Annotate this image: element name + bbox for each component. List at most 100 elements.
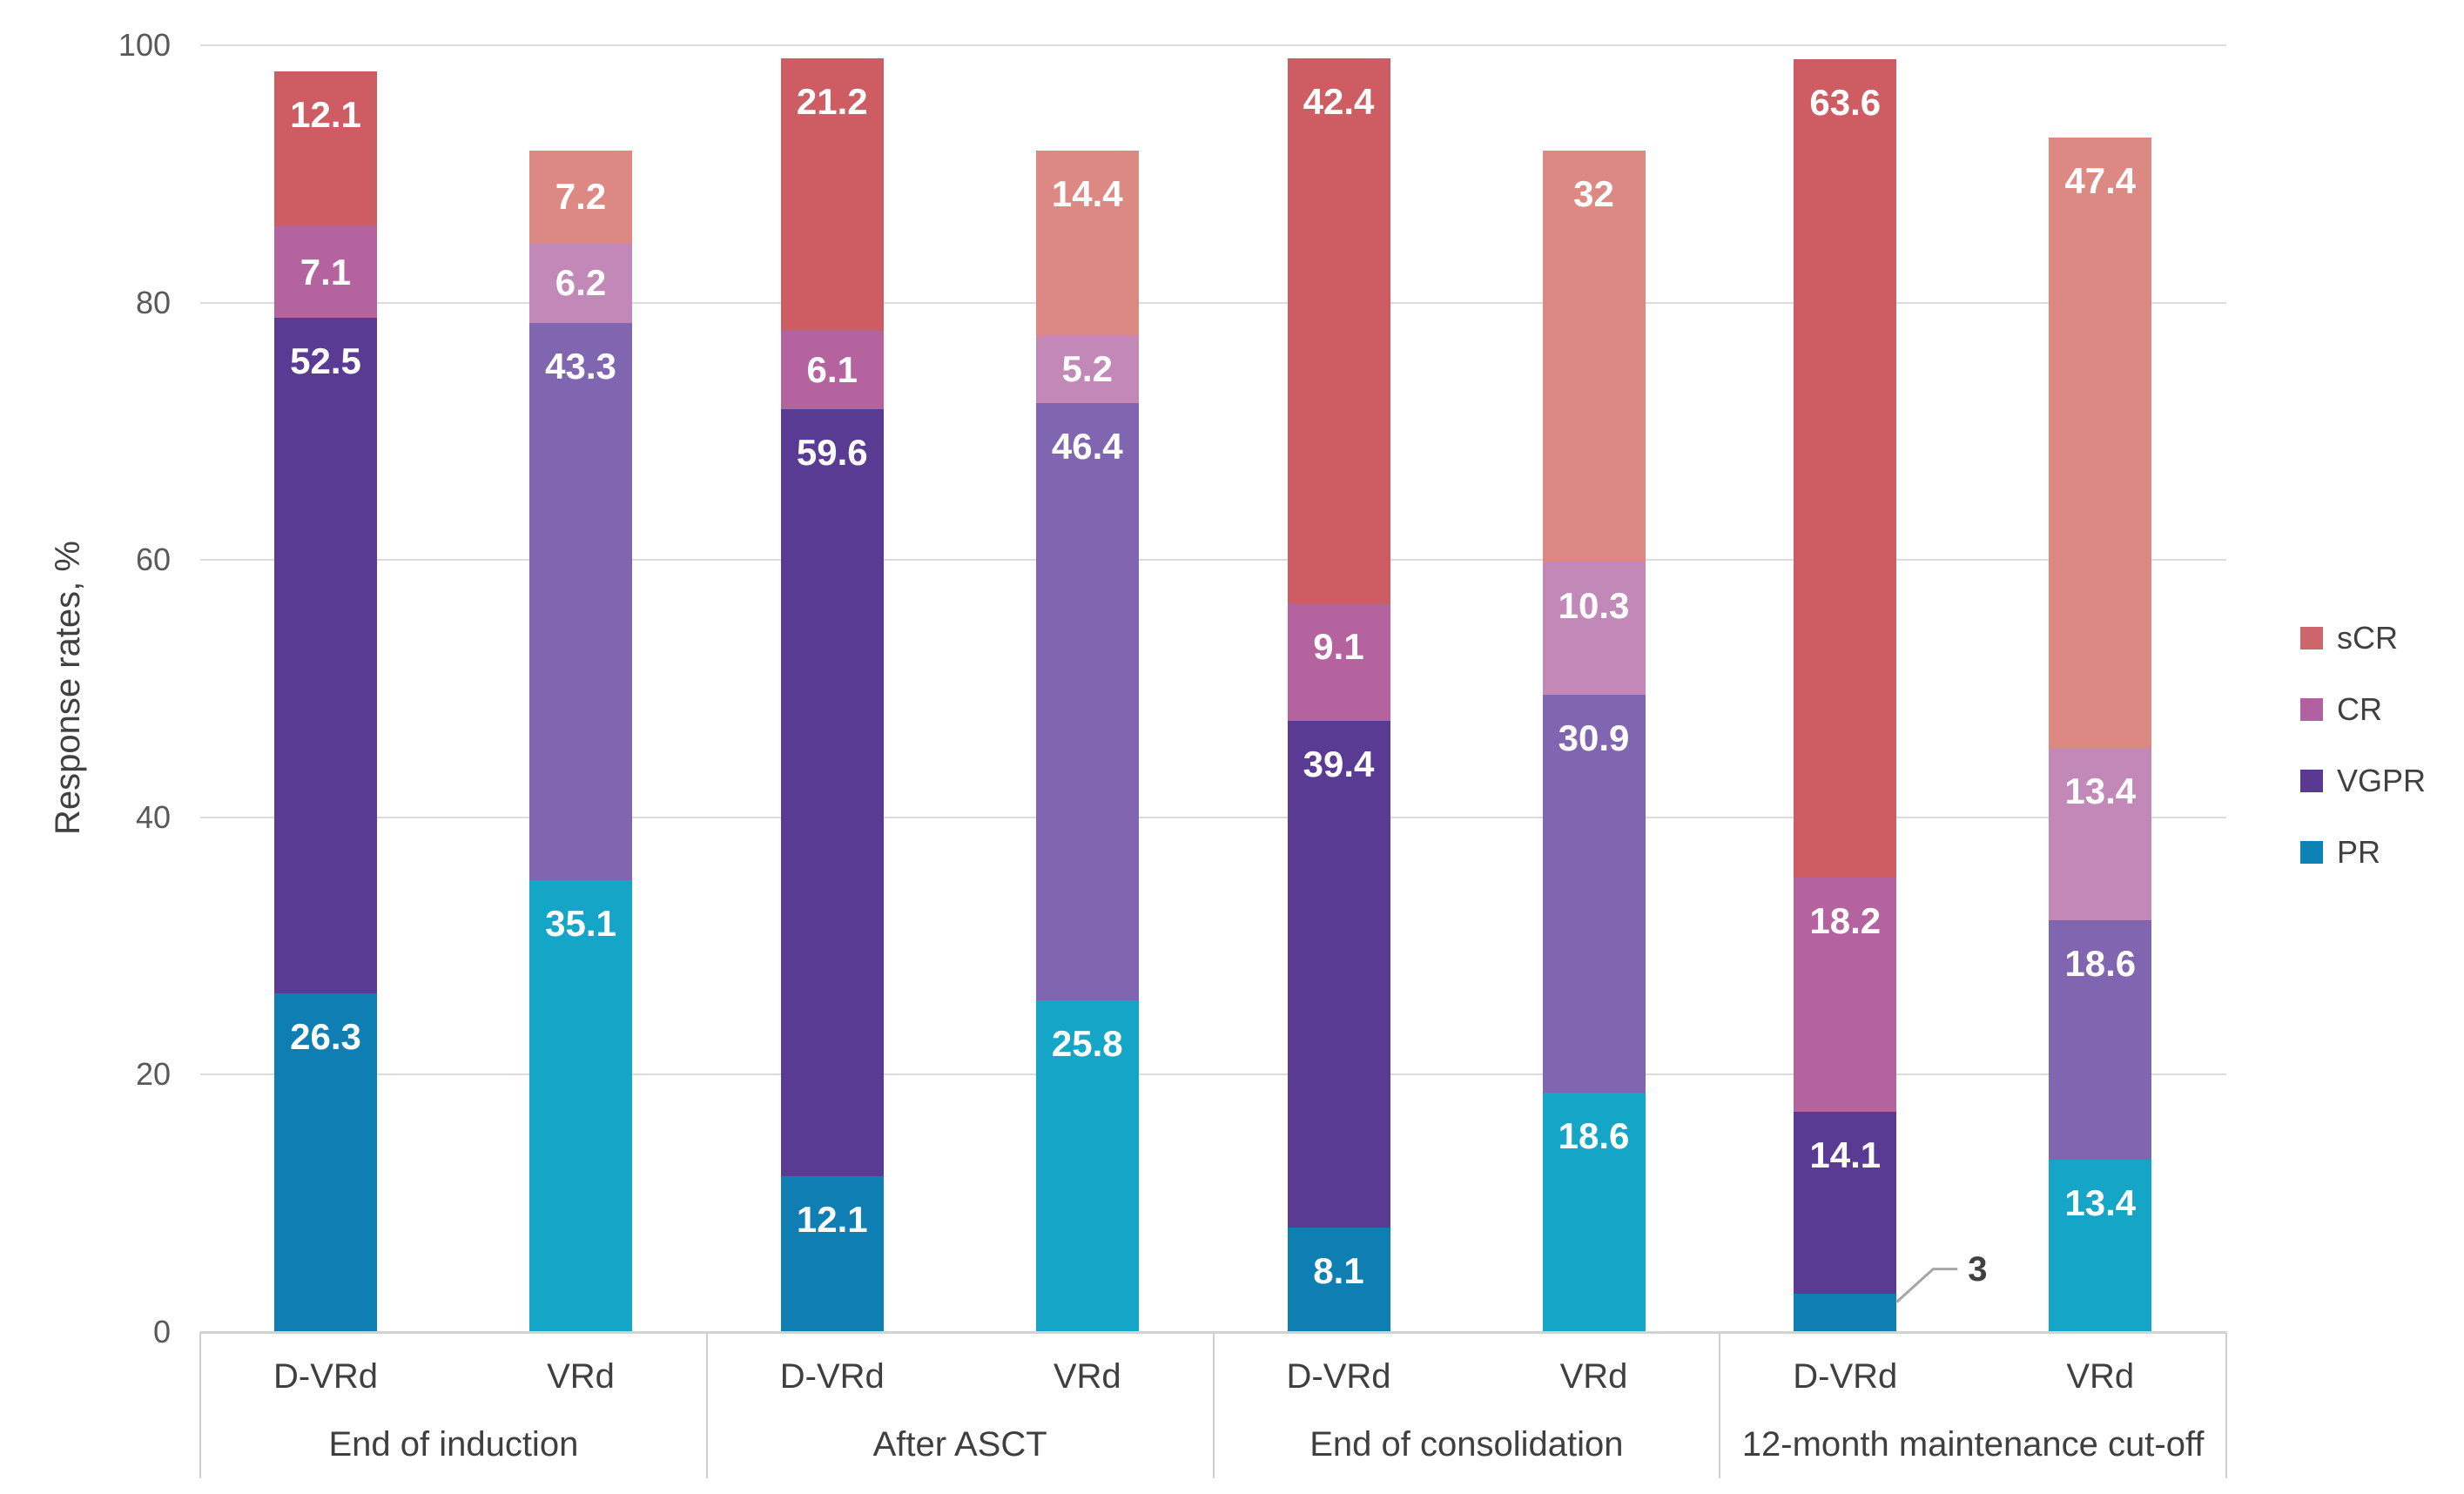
bar-segment-value-label: 6.1 xyxy=(806,349,858,391)
bar-segment-value-label: 10.3 xyxy=(1558,585,1630,627)
bar-segment-value-label: 9.1 xyxy=(1313,626,1364,668)
bar-segment-VGPR xyxy=(1794,1112,1897,1294)
bar-segment-VGPR xyxy=(274,318,377,994)
x-axis-bar-label: D-VRd xyxy=(273,1357,379,1396)
bar-segment-value-label: 13.4 xyxy=(2064,770,2137,811)
bar-segment-value-label-callout: 3 xyxy=(1968,1249,1988,1289)
bar-segment-PR xyxy=(1035,999,1139,1332)
bar-segment-value-label: 18.6 xyxy=(1558,1115,1630,1157)
bar-segment-value-label: 21.2 xyxy=(796,80,868,122)
bar-segment-sCR xyxy=(780,57,884,332)
bar-segment-value-label: 18.6 xyxy=(2064,943,2137,985)
category-separator xyxy=(2225,1332,2227,1478)
legend-swatch-icon xyxy=(2300,770,2323,792)
bar-segment-value-label: 7.1 xyxy=(300,251,352,293)
x-axis-bar-label: D-VRd xyxy=(779,1357,885,1396)
bar-segment-value-label: 59.6 xyxy=(796,432,868,474)
legend-swatch-icon xyxy=(2300,841,2323,864)
gridline xyxy=(200,301,2226,304)
bar-segment-CR xyxy=(1794,878,1897,1113)
bar-segment-value-label: 26.3 xyxy=(290,1016,361,1058)
bar-segment-sCR xyxy=(1794,59,1897,878)
category-separator xyxy=(1212,1332,1215,1478)
bar-segment-CR xyxy=(1542,562,1646,696)
bar-segment-sCR xyxy=(1035,151,1139,337)
bar-segment-VGPR xyxy=(2049,920,2152,1160)
bar-segment-value-label: 30.9 xyxy=(1558,717,1630,759)
bar-segment-PR xyxy=(1542,1093,1646,1332)
legend-item-CR: CR xyxy=(2300,688,2426,731)
y-axis-tick-label: 40 xyxy=(135,798,171,835)
x-axis-bar-label: VRd xyxy=(1053,1357,1121,1396)
x-axis-line xyxy=(200,1331,2226,1334)
legend-label: CR xyxy=(2337,691,2382,727)
legend-label: VGPR xyxy=(2337,763,2427,798)
bar-segment-value-label: 18.2 xyxy=(1809,900,1882,942)
bar-segment-value-label: 14.1 xyxy=(1809,1134,1882,1176)
bar-segment-PR xyxy=(780,1176,884,1332)
y-axis-tick-label: 80 xyxy=(135,284,171,320)
legend: sCR CR VGPR PR xyxy=(2300,616,2426,902)
bar-segment-VGPR xyxy=(1035,402,1139,1000)
bar-segment-value-label: 14.4 xyxy=(1051,173,1123,215)
bar-segment-value-label: 46.4 xyxy=(1051,425,1123,467)
bar-segment-value-label: 43.3 xyxy=(545,346,616,387)
gridline xyxy=(200,816,2226,818)
x-axis-bar-label: D-VRd xyxy=(1286,1357,1391,1396)
bar-segment-value-label: 63.6 xyxy=(1809,82,1882,124)
bar-segment-PR xyxy=(2049,1159,2152,1332)
bar-segment-CR xyxy=(529,243,632,324)
gridline xyxy=(200,559,2226,562)
bar-segment-value-label: 52.5 xyxy=(290,340,361,382)
bar-segment-CR xyxy=(274,226,377,319)
bar-segment-CR xyxy=(1287,603,1390,721)
x-axis-bar-label: VRd xyxy=(2066,1357,2135,1396)
bar-segment-value-label: 12.1 xyxy=(290,93,361,135)
legend-item-sCR: sCR xyxy=(2300,616,2426,660)
bar-segment-value-label: 12.1 xyxy=(796,1199,868,1241)
x-axis-group-label: After ASCT xyxy=(872,1425,1047,1464)
bar-segment-value-label: 25.8 xyxy=(1051,1022,1123,1064)
bar-segment-value-label: 6.2 xyxy=(555,262,607,304)
bar-segment-value-label: 39.4 xyxy=(1303,743,1375,784)
bar-segment-sCR xyxy=(1542,151,1646,563)
y-axis-tick-label: 100 xyxy=(118,27,171,63)
x-axis-bar-label: VRd xyxy=(547,1357,615,1396)
bar-segment-CR xyxy=(780,331,884,410)
bar-segment-PR xyxy=(274,993,377,1332)
legend-item-VGPR: VGPR xyxy=(2300,759,2426,803)
legend-item-PR: PR xyxy=(2300,831,2426,874)
bar-segment-value-label: 35.1 xyxy=(545,903,616,945)
bar-segment-value-label: 47.4 xyxy=(2064,160,2137,202)
bar-segment-sCR xyxy=(2049,138,2152,748)
bar-segment-CR xyxy=(2049,747,2152,921)
bar-segment-VGPR xyxy=(1542,695,1646,1094)
bar-segment-sCR xyxy=(1287,57,1390,604)
bar-segment-value-label: 8.1 xyxy=(1313,1250,1364,1292)
legend-label: sCR xyxy=(2337,620,2398,656)
bar-segment-value-label: 32 xyxy=(1573,173,1614,215)
category-separator xyxy=(1719,1332,1721,1478)
x-axis-group-label: End of induction xyxy=(328,1425,579,1464)
x-axis-group-label: 12-month maintenance cut-off xyxy=(1741,1425,2205,1464)
legend-swatch-icon xyxy=(2300,627,2323,649)
x-axis-group-label: End of consolidation xyxy=(1309,1425,1624,1464)
y-axis-tick-label: 60 xyxy=(135,542,171,578)
legend-label: PR xyxy=(2337,834,2381,870)
y-axis-tick-label: 0 xyxy=(152,1314,171,1349)
legend-swatch-icon xyxy=(2300,698,2323,721)
gridline xyxy=(200,1073,2226,1076)
bar-segment-PR xyxy=(1794,1293,1897,1332)
bar-segment-value-label: 13.4 xyxy=(2064,1181,2137,1223)
bar-segment-value-label: 42.4 xyxy=(1303,80,1375,122)
bar-segment-value-label: 5.2 xyxy=(1061,348,1113,390)
bar-segment-VGPR xyxy=(780,409,884,1177)
bar-segment-sCR xyxy=(529,151,632,244)
y-axis-tick-label: 20 xyxy=(135,1056,171,1093)
bar-segment-VGPR xyxy=(529,323,632,881)
bar-segment-PR xyxy=(1287,1228,1390,1332)
gridline xyxy=(200,44,2226,46)
bar-segment-VGPR xyxy=(1287,720,1390,1228)
x-axis-bar-label: VRd xyxy=(1559,1357,1628,1396)
